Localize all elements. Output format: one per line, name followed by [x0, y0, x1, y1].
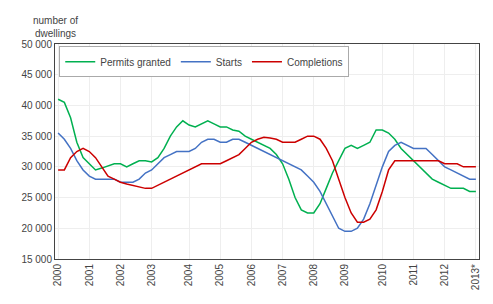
- svg-text:number ofdwellings: number ofdwellings: [33, 15, 78, 39]
- svg-text:25 000: 25 000: [21, 192, 52, 203]
- svg-text:45 000: 45 000: [21, 69, 52, 80]
- svg-text:50 000: 50 000: [21, 39, 52, 50]
- svg-text:2010: 2010: [377, 264, 388, 287]
- svg-text:2013*: 2013*: [470, 264, 481, 290]
- svg-text:2001: 2001: [84, 264, 95, 287]
- svg-text:2004: 2004: [183, 264, 194, 287]
- svg-text:2011: 2011: [408, 264, 419, 286]
- svg-text:Starts: Starts: [216, 57, 242, 68]
- svg-text:2005: 2005: [214, 264, 225, 287]
- svg-text:2003: 2003: [146, 264, 157, 287]
- svg-text:2007: 2007: [277, 264, 288, 287]
- svg-text:35 000: 35 000: [21, 131, 52, 142]
- svg-text:15 000: 15 000: [21, 254, 52, 265]
- svg-text:2002: 2002: [115, 264, 126, 287]
- svg-text:20 000: 20 000: [21, 223, 52, 234]
- svg-text:2006: 2006: [246, 264, 257, 287]
- svg-text:Completions: Completions: [287, 57, 343, 68]
- svg-text:Permits granted: Permits granted: [100, 57, 171, 68]
- svg-text:2009: 2009: [339, 264, 350, 287]
- svg-text:2008: 2008: [308, 264, 319, 287]
- svg-text:2000: 2000: [52, 264, 63, 287]
- svg-text:40 000: 40 000: [21, 100, 52, 111]
- svg-text:2012: 2012: [439, 264, 450, 287]
- svg-text:30 000: 30 000: [21, 161, 52, 172]
